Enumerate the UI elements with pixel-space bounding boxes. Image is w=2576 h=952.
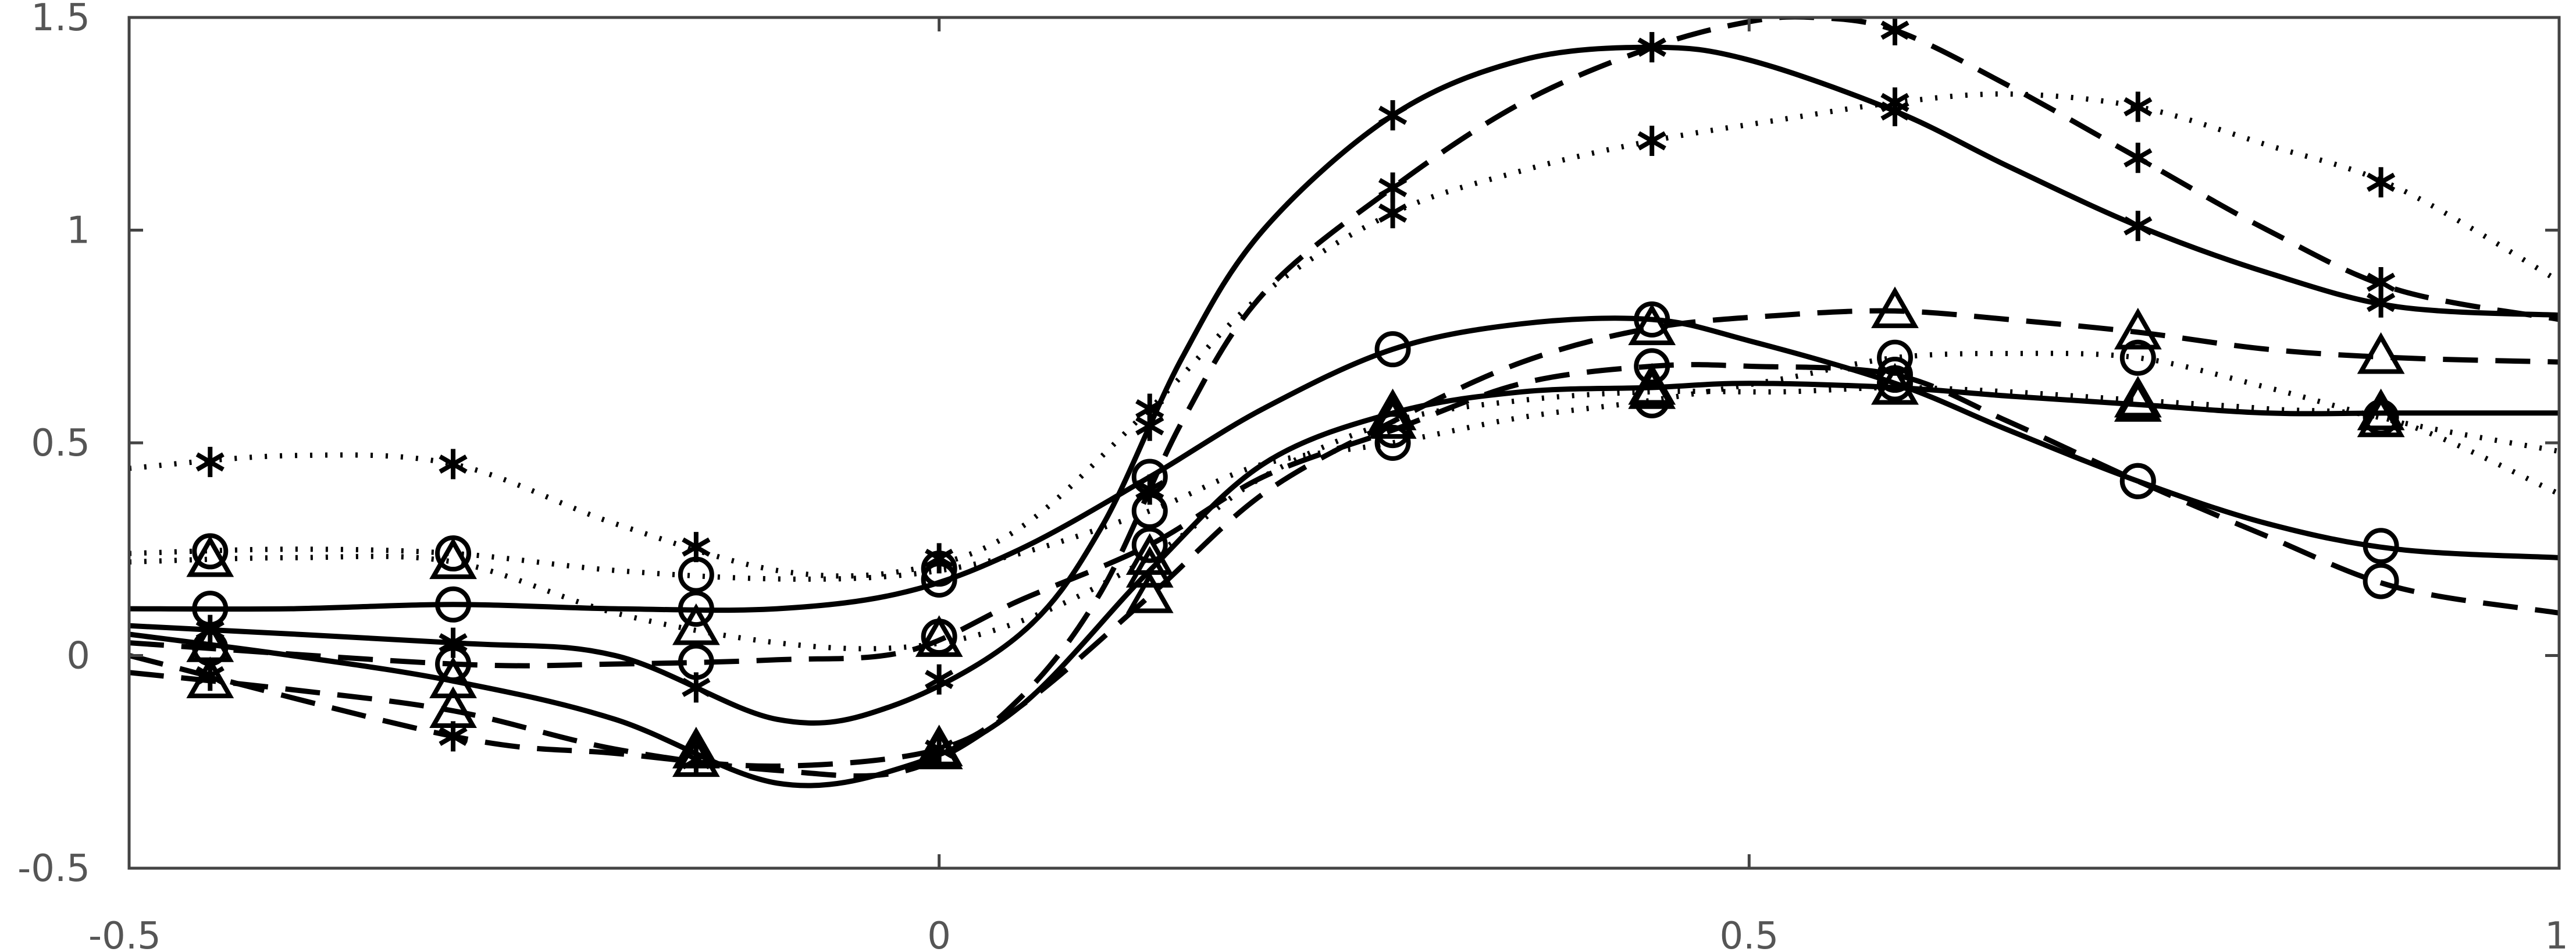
- series-9-marker: [1369, 397, 1417, 439]
- series-5-marker: [1634, 348, 1670, 385]
- series-4-marker: [921, 561, 957, 598]
- series-6-marker: [2119, 339, 2156, 376]
- series-2-marker: [1880, 17, 1909, 45]
- x-tick-label: 1: [2545, 915, 2568, 952]
- y-tick-label: 0: [66, 635, 90, 678]
- series-3-marker: [1378, 198, 1408, 229]
- series-5-marker: [1131, 527, 1168, 563]
- x-tick-label: -0.5: [88, 915, 161, 952]
- series-3-marker: [1135, 393, 1164, 424]
- series-6-marker: [921, 550, 957, 587]
- series-5-marker: [2363, 563, 2399, 599]
- series-8-marker: [186, 656, 234, 698]
- series-9-marker: [1628, 367, 1676, 409]
- series-4-marker: [1374, 331, 1411, 368]
- series-9-marker: [915, 615, 963, 657]
- series-7-line: [129, 381, 2559, 788]
- series-5-marker: [678, 644, 714, 680]
- series-5-marker: [2119, 463, 2156, 499]
- series-2-marker: [1637, 32, 1666, 63]
- series-8-marker: [672, 735, 720, 777]
- series-8-marker: [2357, 332, 2405, 374]
- series-8-marker: [1871, 286, 1919, 328]
- y-tick-label: 1: [66, 209, 90, 253]
- series-layer: [129, 17, 2559, 788]
- series-4-marker: [678, 591, 714, 627]
- series-2-marker: [1378, 172, 1408, 203]
- series-4-line: [129, 315, 2559, 613]
- series-9-marker: [1871, 363, 1919, 405]
- series-8-line: [129, 308, 2559, 779]
- series-2-marker: [2123, 143, 2153, 173]
- series-3-marker: [1880, 87, 1909, 118]
- series-7-marker: [2357, 388, 2405, 431]
- series-3-marker: [2123, 91, 2153, 122]
- series-1-line: [129, 44, 2559, 726]
- series-6-marker: [1131, 492, 1168, 529]
- series-4-marker: [2363, 528, 2399, 564]
- series-6-line: [129, 350, 2559, 582]
- series-1-marker: [925, 664, 954, 695]
- series-1-marker: [439, 627, 468, 658]
- series-3-marker: [195, 446, 225, 477]
- plot-frame: [127, 16, 2561, 870]
- series-9-marker: [186, 535, 234, 577]
- series-9-line: [129, 385, 2559, 652]
- axes-layer: -0.5 0 0.5 1 -0.5 0 0.5 1 1.5: [17, 0, 2568, 952]
- series-8-marker: [1628, 303, 1676, 346]
- series-8-marker: [429, 686, 477, 729]
- series-4-marker: [435, 586, 472, 623]
- series-7-marker: [1369, 388, 1417, 431]
- series-9-marker: [2357, 395, 2405, 438]
- series-9-marker: [1125, 533, 1174, 575]
- series-9-marker: [2114, 375, 2162, 418]
- series-3-marker: [439, 449, 468, 479]
- series-8-marker: [915, 727, 963, 770]
- series-9-marker: [672, 603, 720, 645]
- series-3-marker: [2367, 167, 2396, 198]
- series-9-marker: [429, 537, 477, 580]
- series-7-marker: [672, 726, 720, 769]
- series-3-marker: [1637, 125, 1666, 156]
- series-7-marker: [1125, 546, 1174, 588]
- series-8-marker: [2114, 307, 2162, 350]
- series-4-marker: [1131, 459, 1168, 495]
- y-tick-label: 0.5: [31, 422, 90, 465]
- series-2-marker: [2367, 267, 2396, 298]
- y-tick-label: 1.5: [31, 0, 90, 40]
- series-6-marker: [1877, 339, 1914, 376]
- series-7-marker: [429, 656, 477, 698]
- x-tick-label: 0.5: [1719, 915, 1779, 952]
- series-1-marker: [1378, 100, 1408, 131]
- series-2-line: [129, 17, 2559, 769]
- series-5-marker: [1877, 357, 1914, 393]
- y-tick-label: -0.5: [17, 847, 90, 890]
- series-1-marker: [2123, 211, 2153, 241]
- series-8-marker: [1125, 571, 1174, 613]
- x-tick-label: 0: [927, 915, 951, 952]
- series-6-marker: [678, 556, 714, 593]
